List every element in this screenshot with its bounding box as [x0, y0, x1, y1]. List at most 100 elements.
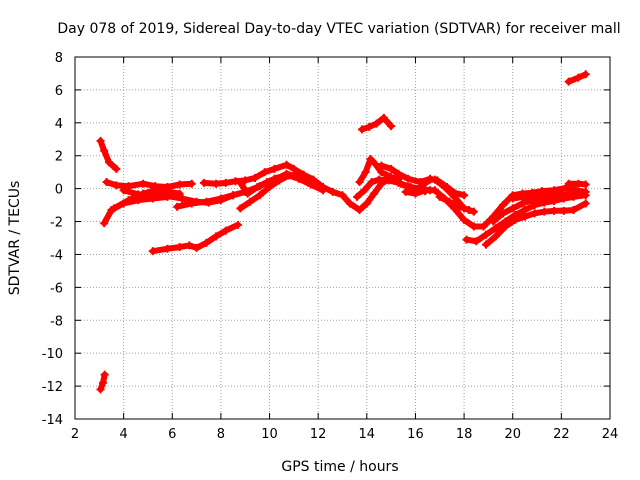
data-point-marker: [202, 197, 211, 206]
x-tick-label: 18: [456, 427, 473, 442]
data-point-marker: [175, 180, 184, 189]
data-point-marker: [377, 161, 386, 170]
data-point-marker: [124, 196, 133, 205]
data-point-marker: [100, 146, 109, 155]
data-point-marker: [367, 178, 376, 187]
data-point-marker: [289, 164, 298, 173]
data-point-marker: [469, 222, 478, 231]
data-point-marker: [520, 212, 529, 221]
data-point-marker: [537, 189, 546, 198]
data-point-marker: [499, 201, 507, 210]
data-point-marker: [401, 187, 410, 196]
data-point-marker: [540, 207, 549, 216]
data-point-marker: [100, 219, 109, 228]
data-point-marker: [96, 136, 105, 145]
data-point-marker: [440, 182, 449, 191]
data-point-marker: [508, 194, 517, 203]
x-tick-label: 4: [119, 427, 127, 442]
data-point-marker: [355, 206, 364, 215]
data-point-marker: [243, 189, 252, 198]
y-tick-label: 0: [55, 183, 63, 198]
x-tick-label: 10: [261, 427, 278, 442]
data-point-marker: [199, 178, 208, 187]
data-point-marker: [421, 186, 430, 195]
data-point-marker: [260, 168, 269, 177]
data-point-marker: [499, 209, 507, 218]
series-arc-16: [417, 176, 468, 212]
data-point-marker: [285, 171, 293, 180]
y-tick-label: -6: [50, 281, 63, 296]
data-point-marker: [472, 237, 481, 246]
y-tick-label: 6: [55, 84, 63, 99]
data-point-marker: [550, 206, 559, 215]
data-point-marker: [574, 179, 583, 188]
data-point-marker: [139, 179, 148, 188]
data-point-marker: [404, 174, 413, 183]
data-point-marker: [345, 199, 354, 208]
data-point-marker: [559, 206, 568, 215]
data-point-marker: [430, 186, 439, 195]
data-point-marker: [469, 207, 478, 216]
data-point-marker: [304, 178, 313, 187]
axis-ticks: 2 4 6 8 10 12 14 16 18 20 22 24-14-12-10-8-6-4-2024…: [42, 51, 619, 442]
y-tick-label: -4: [50, 248, 63, 263]
data-point-marker: [353, 192, 362, 201]
y-tick-label: -10: [42, 347, 63, 362]
data-point-marker: [411, 189, 420, 198]
y-tick-label: 4: [55, 117, 63, 132]
data-point-marker: [119, 186, 128, 195]
y-axis-label: SDTVAR / TECUs: [7, 181, 23, 296]
data-point-marker: [491, 224, 500, 233]
chart-title: Day 078 of 2019, Sidereal Day-to-day VTE…: [57, 21, 620, 37]
data-point-marker: [355, 178, 364, 187]
data-point-marker: [396, 179, 405, 188]
y-tick-label: 2: [55, 150, 63, 165]
data-point-marker: [178, 194, 186, 203]
data-point-marker: [528, 191, 537, 200]
data-point-marker: [338, 191, 347, 200]
x-tick-label: 22: [553, 427, 570, 442]
data-point-marker: [450, 192, 459, 201]
x-tick-label: 16: [407, 427, 424, 442]
data-point-marker: [462, 235, 471, 244]
data-point-marker: [192, 243, 201, 252]
data-point-marker: [255, 191, 264, 200]
data-point-marker: [491, 232, 500, 241]
data-point-marker: [460, 215, 469, 224]
data-point-marker: [148, 191, 157, 200]
data-point-marker: [270, 164, 279, 173]
data-point-marker: [387, 173, 396, 182]
series-arc-13: [356, 156, 433, 194]
data-point-marker: [581, 191, 590, 200]
data-point-marker: [163, 244, 172, 253]
data-point-marker: [569, 206, 578, 215]
data-point-marker: [100, 370, 109, 379]
data-point-marker: [511, 215, 520, 224]
data-point-marker: [216, 194, 225, 203]
data-point-marker: [387, 122, 396, 131]
data-point-marker: [435, 192, 444, 201]
x-tick-label: 2: [71, 427, 79, 442]
data-point-marker: [96, 385, 105, 394]
data-point-marker: [134, 190, 143, 199]
data-point-marker: [564, 77, 573, 86]
data-series: [96, 70, 590, 394]
plot-frame: [74, 56, 611, 420]
data-point-marker: [489, 217, 498, 226]
data-point-marker: [246, 197, 255, 206]
data-point-marker: [455, 202, 464, 211]
data-point-marker: [253, 182, 262, 191]
data-point-marker: [236, 204, 245, 213]
data-point-marker: [105, 158, 114, 167]
y-tick-label: -12: [42, 380, 63, 395]
data-point-marker: [275, 176, 284, 185]
data-point-marker: [557, 186, 566, 195]
data-point-marker: [571, 186, 580, 195]
data-point-marker: [464, 206, 473, 215]
x-tick-label: 8: [217, 427, 225, 442]
data-point-marker: [314, 182, 323, 191]
data-point-marker: [564, 179, 573, 188]
data-point-marker: [518, 192, 527, 201]
data-point-marker: [362, 199, 371, 208]
data-point-marker: [98, 378, 107, 387]
